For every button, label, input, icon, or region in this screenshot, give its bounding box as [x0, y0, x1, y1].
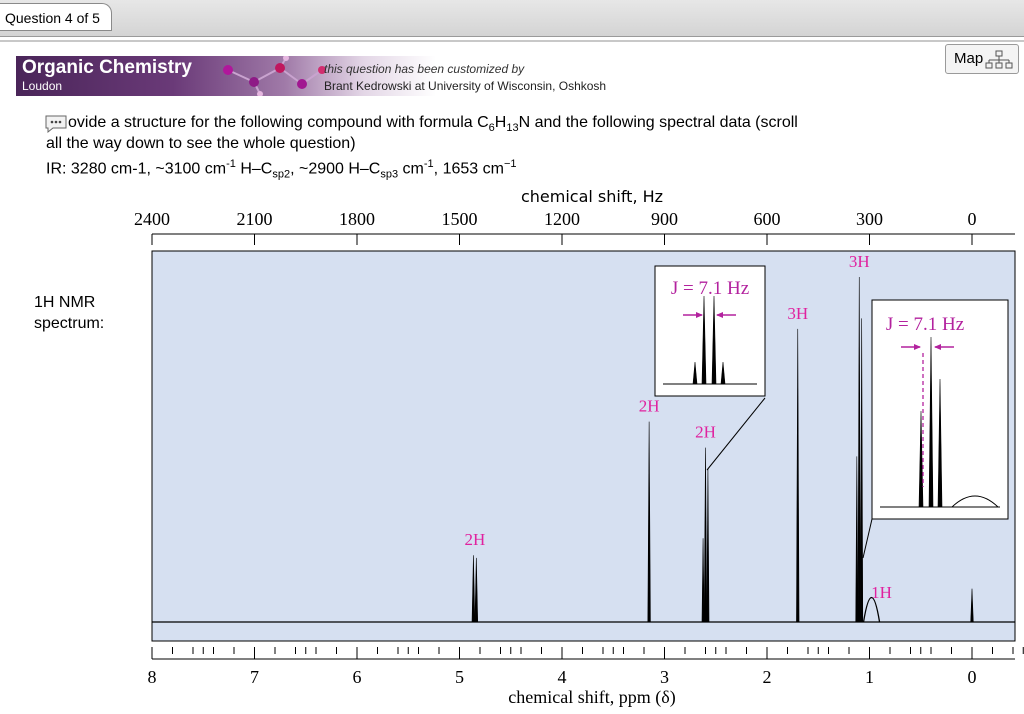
customized-note: this question has been customized by	[324, 62, 525, 76]
ir-sub: sp3	[380, 168, 399, 181]
peak-line	[857, 276, 861, 623]
top-tick-label: 1200	[544, 209, 580, 229]
inset-peak	[928, 336, 934, 508]
ir-text: , 1653 cm	[433, 160, 504, 178]
bottom-tick-label: 2	[763, 667, 772, 687]
coupling-constant-label: J = 7.1 Hz	[671, 278, 749, 299]
inset-pointer	[706, 397, 766, 471]
top-bar: Question 4 of 5	[0, 0, 1024, 37]
banner-background	[16, 56, 576, 96]
inset-peak	[937, 378, 943, 508]
question-tab-label: Question 4 of 5	[5, 10, 100, 26]
top-tick-label: 2400	[134, 209, 170, 229]
bottom-tick-label: 0	[968, 667, 977, 687]
inset-peak	[918, 410, 924, 508]
peak-line	[796, 328, 800, 623]
formula-sub: 13	[506, 122, 519, 135]
peak-line	[647, 421, 651, 623]
ir-data-line: IR: 3280 cm-1, ~3100 cm-1 H–Csp2, ~2900 …	[46, 158, 516, 181]
peak-line	[703, 447, 708, 623]
inset-pointer	[862, 518, 873, 559]
top-tick-label: 2100	[237, 209, 273, 229]
peak-line	[860, 318, 864, 623]
ir-sub: sp2	[272, 168, 291, 181]
inset-peak	[711, 295, 717, 385]
map-button[interactable]: Map	[945, 44, 1019, 74]
peak-line	[862, 597, 881, 623]
top-tick-label: 0	[968, 209, 977, 229]
inset-broad-peak	[951, 495, 999, 508]
top-tick-label: 300	[856, 209, 883, 229]
bottom-tick-label: 7	[250, 667, 259, 687]
question-line-2: all the way down to see the whole questi…	[46, 135, 356, 152]
j-arrowhead	[716, 312, 723, 318]
top-tick-label: 600	[754, 209, 781, 229]
peak-line	[474, 557, 479, 623]
integration-label: 2H	[464, 530, 485, 549]
customized-author: Brant Kedrowski at University of Wiscons…	[324, 79, 607, 93]
coupling-inset	[654, 265, 766, 397]
j-arrowhead	[914, 344, 921, 350]
bottom-tick-label: 4	[558, 667, 567, 687]
inset-peak	[720, 361, 726, 385]
nmr-label: 1H NMR spectrum:	[34, 292, 104, 334]
peak-line	[701, 538, 705, 623]
ir-sup: -1	[226, 158, 236, 170]
top-axis-title: chemical shift, Hz	[521, 187, 663, 206]
peak-line	[855, 456, 859, 623]
bottom-tick-label: 6	[353, 667, 362, 687]
integration-label: 1H	[871, 583, 892, 602]
peak-line	[970, 588, 974, 623]
top-tick-label: 1500	[442, 209, 478, 229]
top-tick-label: 900	[651, 209, 678, 229]
ir-text: IR: 3280 cm-1, ~3100 cm	[46, 160, 227, 178]
bottom-axis-title: chemical shift, ppm (δ)	[508, 687, 675, 708]
inset-peak	[701, 295, 707, 385]
ir-text: , ~2900 H–C	[290, 160, 381, 178]
coupling-constant-label: J = 7.1 Hz	[886, 314, 964, 335]
divider	[0, 40, 1024, 42]
nmr-label-line: spectrum:	[34, 315, 105, 332]
integration-label: 2H	[695, 423, 716, 442]
bottom-tick-label: 1	[865, 667, 874, 687]
top-tick-label: 1800	[339, 209, 375, 229]
bottom-tick-label: 5	[455, 667, 464, 687]
course-banner: Organic Chemistry Loudon this question h…	[16, 56, 1018, 96]
ir-sup: -1	[423, 158, 434, 170]
ir-text: cm	[398, 160, 424, 178]
question-tab[interactable]: Question 4 of 5	[0, 3, 112, 31]
banner-subtitle: Loudon	[22, 79, 63, 93]
question-text: ovide a structure for the following comp…	[68, 114, 489, 131]
plot-area	[151, 250, 1016, 642]
inset-peak	[692, 361, 698, 385]
j-arrowhead	[934, 344, 941, 350]
integration-label: 3H	[849, 252, 870, 271]
integration-label: 2H	[639, 397, 660, 416]
bottom-tick-label: 8	[148, 667, 157, 687]
question-text: N and the following spectral data (scrol…	[518, 114, 798, 131]
nmr-label-line: 1H NMR	[34, 294, 96, 311]
formula-text: H	[494, 114, 507, 131]
formula-sub: 6	[488, 122, 495, 135]
j-arrowhead	[696, 312, 703, 318]
ir-sup: −1	[503, 158, 517, 170]
question-line-1: ovide a structure for the following comp…	[68, 114, 798, 134]
molecule-decoration-icon	[223, 56, 326, 96]
banner-title: Organic Chemistry	[22, 57, 192, 78]
integration-label: 3H	[787, 304, 808, 323]
ir-text: H–C	[235, 160, 273, 178]
peak-line	[471, 555, 476, 623]
peak-line	[706, 468, 710, 623]
sitemap-icon	[985, 50, 1013, 69]
map-button-label: Map	[954, 50, 984, 67]
comment-icon[interactable]	[44, 114, 68, 134]
bottom-tick-label: 3	[660, 667, 669, 687]
